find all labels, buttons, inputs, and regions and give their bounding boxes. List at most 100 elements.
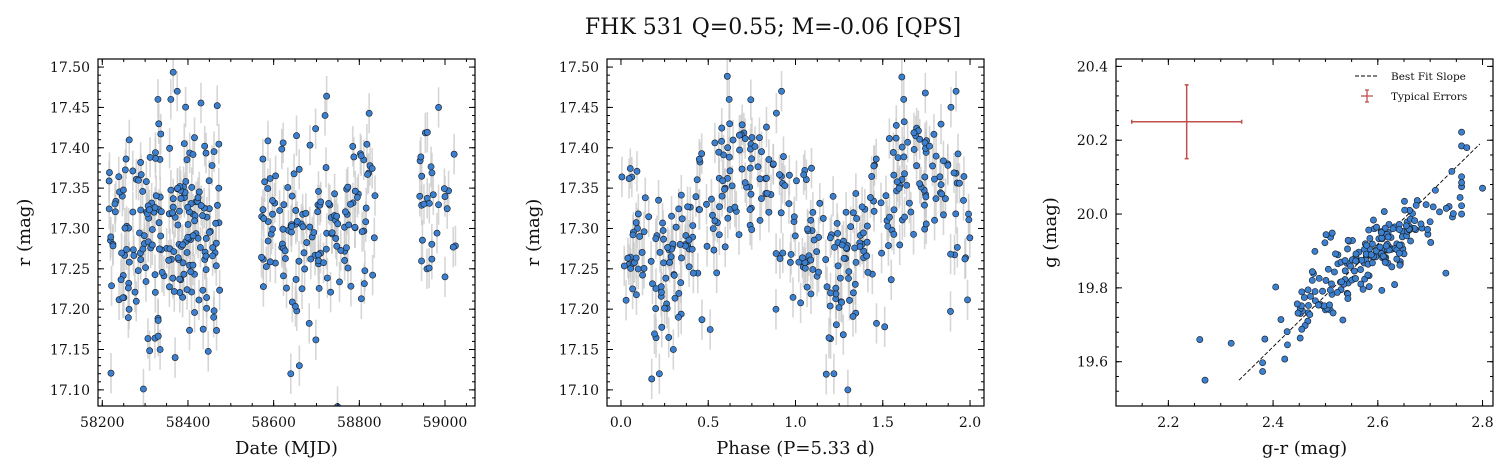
x-axis-label: Date (MJD) [235,438,338,459]
data-point [711,217,719,225]
data-point [154,332,162,340]
data-point [129,246,137,254]
data-point [1227,339,1235,347]
data-point [315,284,323,292]
data-point [885,242,892,249]
data-point [758,148,765,156]
y-tick-label: 19.6 [1077,355,1108,371]
data-point [953,243,961,251]
y-tick-label: 17.50 [559,60,599,76]
data-point [877,199,885,207]
data-point [343,244,350,252]
data-point [427,163,435,171]
data-point [202,235,210,242]
data-point [807,216,815,224]
data-point [901,170,908,178]
data-point [214,201,221,209]
data-point [306,141,314,149]
data-point [845,268,853,276]
data-point [718,192,726,200]
data-point [261,178,269,186]
data-point [779,249,787,257]
data-point [660,235,667,243]
data-point [140,385,147,393]
data-point [726,167,734,175]
data-point [746,164,754,172]
data-point [633,167,641,175]
data-point [754,163,762,171]
data-point [139,245,147,253]
data-point [299,223,307,231]
data-point [292,276,300,283]
data-point [328,229,336,237]
data-point [262,263,270,271]
data-point [645,213,653,221]
data-point [921,201,928,209]
data-point [203,304,211,312]
data-point [853,215,861,222]
data-point [369,271,377,279]
data-point [1363,241,1371,249]
data-point [672,223,680,231]
data-point [124,284,132,292]
data-point [1344,245,1351,253]
data-point [852,258,860,266]
data-point [1305,302,1312,309]
data-point [735,131,743,139]
data-point [212,239,220,247]
y-tick-label: 17.10 [50,383,90,399]
data-point [808,164,815,172]
data-point [212,219,220,227]
data-point [640,228,648,236]
data-point [1338,278,1345,286]
data-point [910,129,918,137]
data-point [724,144,732,152]
data-point [658,288,665,296]
data-point [659,219,666,227]
data-point [780,153,787,160]
data-point [174,184,181,192]
data-point [800,171,808,179]
data-point [671,294,679,302]
data-point [176,275,184,283]
data-point [706,326,714,333]
data-point [713,269,721,277]
data-point [921,89,929,97]
data-point [333,212,341,220]
data-point [793,177,800,185]
data-point [1391,281,1399,288]
data-point [327,288,335,296]
x-axis-label: Phase (P=5.33 d) [716,438,875,459]
x-tick-label: 2.4 [1262,415,1284,431]
data-point [960,173,968,180]
data-point [937,181,945,189]
data-point [937,120,945,128]
data-point [283,284,290,292]
data-point [417,153,425,161]
data-point [1328,280,1335,288]
data-point [1388,263,1396,271]
data-point [1479,184,1486,192]
data-point [115,173,123,181]
data-point [142,278,150,285]
data-point [1311,247,1319,255]
data-point [868,173,876,180]
data-point [929,162,936,170]
data-point [961,255,969,263]
data-point [137,159,144,166]
data-point [950,169,958,177]
data-point [809,208,817,216]
data-point [1326,286,1334,294]
data-point [658,323,666,331]
data-point [772,109,780,117]
data-point [785,200,793,208]
data-point [641,194,649,202]
data-point [747,190,755,198]
data-point [721,243,729,251]
data-point [157,208,165,216]
data-point [677,191,685,199]
data-point [174,254,182,262]
data-point [264,137,272,145]
data-point [648,375,656,383]
data-point [1352,257,1360,265]
